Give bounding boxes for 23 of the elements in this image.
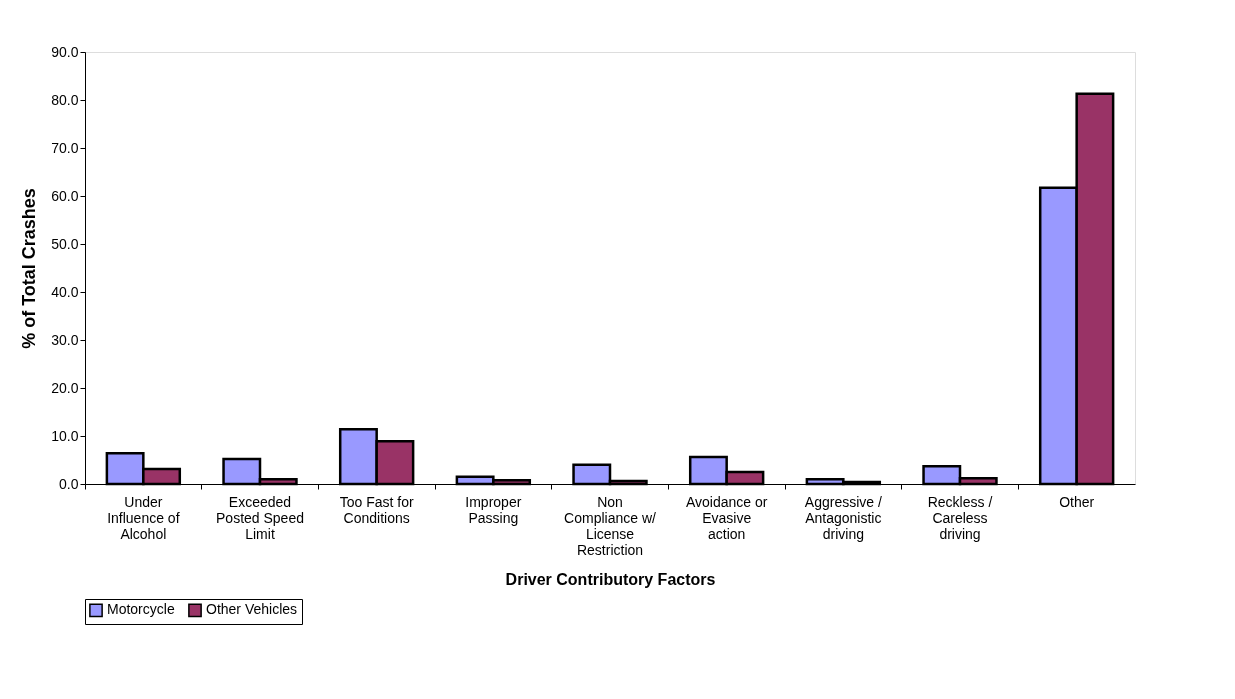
x-tick-label: Avoidance or Evasive action: [685, 493, 768, 542]
x-tick-label: Exceeded Posted Speed Limit: [216, 493, 304, 542]
x-tick-label: Aggressive / Antagonistic driving: [804, 493, 882, 542]
x-tick-label: Too Fast for Conditions: [339, 493, 414, 526]
y-tick-label: 10.0: [51, 427, 79, 444]
legend-label: Motorcycle: [107, 601, 175, 618]
x-tick-label: Non Compliance w/ License Restriction: [564, 493, 657, 558]
y-tick-label: 70.0: [51, 139, 79, 156]
y-tick-label: 30.0: [51, 331, 79, 348]
y-tick-label: 20.0: [51, 379, 79, 396]
y-tick-label: 80.0: [51, 91, 79, 108]
y-tick-label: 90.0: [51, 43, 79, 60]
y-tick-label: 50.0: [51, 235, 79, 252]
x-tick-label: Under Influence of Alcohol: [107, 493, 180, 542]
x-tick-label: Reckless / Careless driving: [927, 493, 993, 542]
x-tick-label: Improper Passing: [465, 493, 522, 526]
x-tick-label: Other: [1059, 493, 1095, 510]
legend-label: Other Vehicles: [206, 601, 298, 618]
y-tick-label: 60.0: [51, 187, 79, 204]
x-axis-title: Driver Contributory Factors: [505, 570, 716, 588]
y-tick-label: 40.0: [51, 283, 79, 300]
y-tick-label: 0.0: [59, 475, 79, 492]
y-axis-title: % of Total Crashes: [19, 188, 40, 349]
